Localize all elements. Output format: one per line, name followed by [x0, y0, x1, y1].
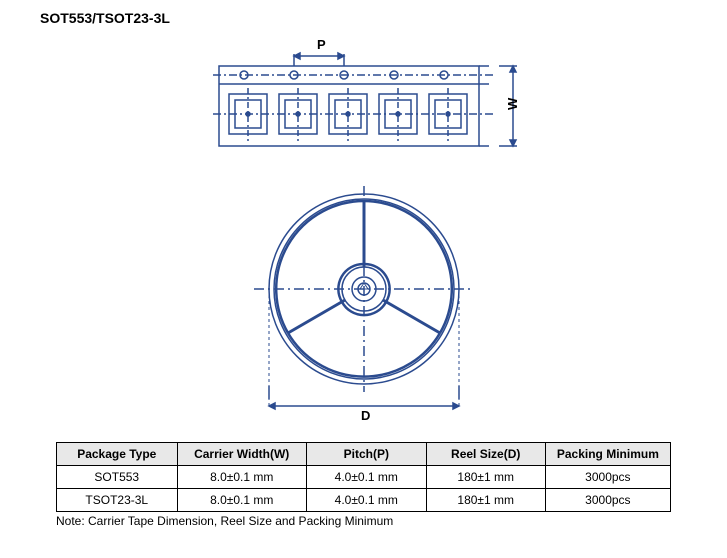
label-w: W	[505, 97, 520, 110]
table-header-row: Package Type Carrier Width(W) Pitch(P) R…	[57, 443, 671, 466]
reel-diagram: D	[40, 184, 687, 424]
col-package-type: Package Type	[57, 443, 178, 466]
cell: 180±1 mm	[426, 466, 545, 489]
cell: 3000pcs	[545, 466, 670, 489]
cell: TSOT23-3L	[57, 489, 178, 512]
cell: 4.0±0.1 mm	[306, 489, 426, 512]
label-d: D	[361, 408, 370, 423]
table-row: TSOT23-3L 8.0±0.1 mm 4.0±0.1 mm 180±1 mm…	[57, 489, 671, 512]
tape-diagram: P W	[40, 36, 687, 166]
cell: 4.0±0.1 mm	[306, 466, 426, 489]
page-title: SOT553/TSOT23-3L	[40, 10, 687, 26]
spec-table: Package Type Carrier Width(W) Pitch(P) R…	[56, 442, 671, 512]
col-packing-min: Packing Minimum	[545, 443, 670, 466]
col-pitch: Pitch(P)	[306, 443, 426, 466]
cell: 8.0±0.1 mm	[177, 489, 306, 512]
cell: 3000pcs	[545, 489, 670, 512]
cell: 180±1 mm	[426, 489, 545, 512]
col-reel-size: Reel Size(D)	[426, 443, 545, 466]
col-carrier-width: Carrier Width(W)	[177, 443, 306, 466]
note-text: Note: Carrier Tape Dimension, Reel Size …	[56, 514, 671, 528]
label-p: P	[317, 37, 326, 52]
table-row: SOT553 8.0±0.1 mm 4.0±0.1 mm 180±1 mm 30…	[57, 466, 671, 489]
cell: 8.0±0.1 mm	[177, 466, 306, 489]
cell: SOT553	[57, 466, 178, 489]
